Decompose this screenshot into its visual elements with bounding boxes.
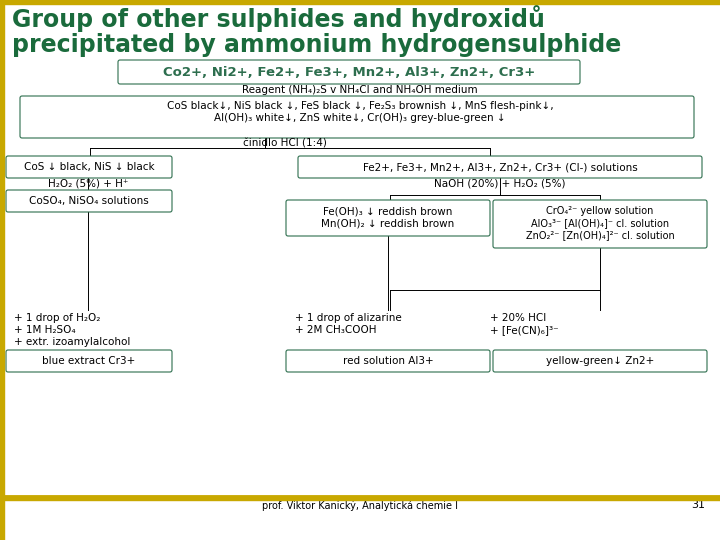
FancyBboxPatch shape [298, 156, 702, 178]
FancyBboxPatch shape [20, 96, 694, 138]
FancyBboxPatch shape [286, 200, 490, 236]
FancyBboxPatch shape [286, 350, 490, 372]
FancyBboxPatch shape [493, 350, 707, 372]
FancyBboxPatch shape [6, 156, 172, 178]
Bar [0, 496, 720, 500]
Text: Group of other sulphides and hydroxidů: Group of other sulphides and hydroxidů [12, 5, 545, 32]
Text: yellow-green↓ Zn2+: yellow-green↓ Zn2+ [546, 356, 654, 366]
Text: CrO₄²⁻ yellow solution: CrO₄²⁻ yellow solution [546, 206, 654, 216]
FancyBboxPatch shape [118, 60, 580, 84]
FancyBboxPatch shape [6, 190, 172, 212]
Text: red solution Al3+: red solution Al3+ [343, 356, 433, 366]
Text: H₂O₂ (5%) + H⁺: H₂O₂ (5%) + H⁺ [48, 178, 128, 188]
Text: AlO₃³⁻ [Al(OH)₄]⁻ cl. solution: AlO₃³⁻ [Al(OH)₄]⁻ cl. solution [531, 218, 669, 228]
Text: Fe2+, Fe3+, Mn2+, Al3+, Zn2+, Cr3+ (Cl-) solutions: Fe2+, Fe3+, Mn2+, Al3+, Zn2+, Cr3+ (Cl-)… [363, 162, 637, 172]
Text: + 2M CH₃COOH: + 2M CH₃COOH [295, 325, 377, 335]
FancyBboxPatch shape [6, 350, 172, 372]
Text: Fe(OH)₃ ↓ reddish brown: Fe(OH)₃ ↓ reddish brown [323, 206, 453, 216]
Text: Mn(OH)₂ ↓ reddish brown: Mn(OH)₂ ↓ reddish brown [321, 218, 454, 228]
Text: Reagent (NH₄)₂S v NH₄Cl and NH₄OH medium: Reagent (NH₄)₂S v NH₄Cl and NH₄OH medium [242, 85, 478, 95]
Text: + 20% HCl: + 20% HCl [490, 313, 546, 323]
Text: činidlo HCl (1:4): činidlo HCl (1:4) [243, 139, 327, 149]
Bar [0, 0, 720, 4]
Text: + 1M H₂SO₄: + 1M H₂SO₄ [14, 325, 76, 335]
Text: + extr. izoamylalcohol: + extr. izoamylalcohol [14, 337, 130, 347]
Text: Co2+, Ni2+, Fe2+, Fe3+, Mn2+, Al3+, Zn2+, Cr3+: Co2+, Ni2+, Fe2+, Fe3+, Mn2+, Al3+, Zn2+… [163, 65, 535, 78]
Text: CoS ↓ black, NiS ↓ black: CoS ↓ black, NiS ↓ black [24, 162, 154, 172]
Bar [0, 0, 4, 540]
Text: precipitated by ammonium hydrogensulphide: precipitated by ammonium hydrogensulphid… [12, 33, 621, 57]
Text: prof. Viktor Kanický, Analytická chemie I: prof. Viktor Kanický, Analytická chemie … [262, 500, 458, 511]
Text: Al(OH)₃ white↓, ZnS white↓, Cr(OH)₃ grey-blue-green ↓: Al(OH)₃ white↓, ZnS white↓, Cr(OH)₃ grey… [214, 113, 506, 123]
Text: + 1 drop of H₂O₂: + 1 drop of H₂O₂ [14, 313, 100, 323]
Text: + [Fe(CN)₆]³⁻: + [Fe(CN)₆]³⁻ [490, 325, 559, 335]
Text: + 1 drop of alizarine: + 1 drop of alizarine [295, 313, 402, 323]
Text: CoSO₄, NiSO₄ solutions: CoSO₄, NiSO₄ solutions [29, 196, 149, 206]
FancyBboxPatch shape [493, 200, 707, 248]
Text: ZnO₂²⁻ [Zn(OH)₄]²⁻ cl. solution: ZnO₂²⁻ [Zn(OH)₄]²⁻ cl. solution [526, 230, 675, 240]
Text: NaOH (20%) + H₂O₂ (5%): NaOH (20%) + H₂O₂ (5%) [434, 178, 566, 188]
Text: 31: 31 [691, 500, 705, 510]
Text: blue extract Cr3+: blue extract Cr3+ [42, 356, 135, 366]
Text: CoS black↓, NiS black ↓, FeS black ↓, Fe₂S₃ brownish ↓, MnS flesh-pink↓,: CoS black↓, NiS black ↓, FeS black ↓, Fe… [167, 101, 553, 111]
